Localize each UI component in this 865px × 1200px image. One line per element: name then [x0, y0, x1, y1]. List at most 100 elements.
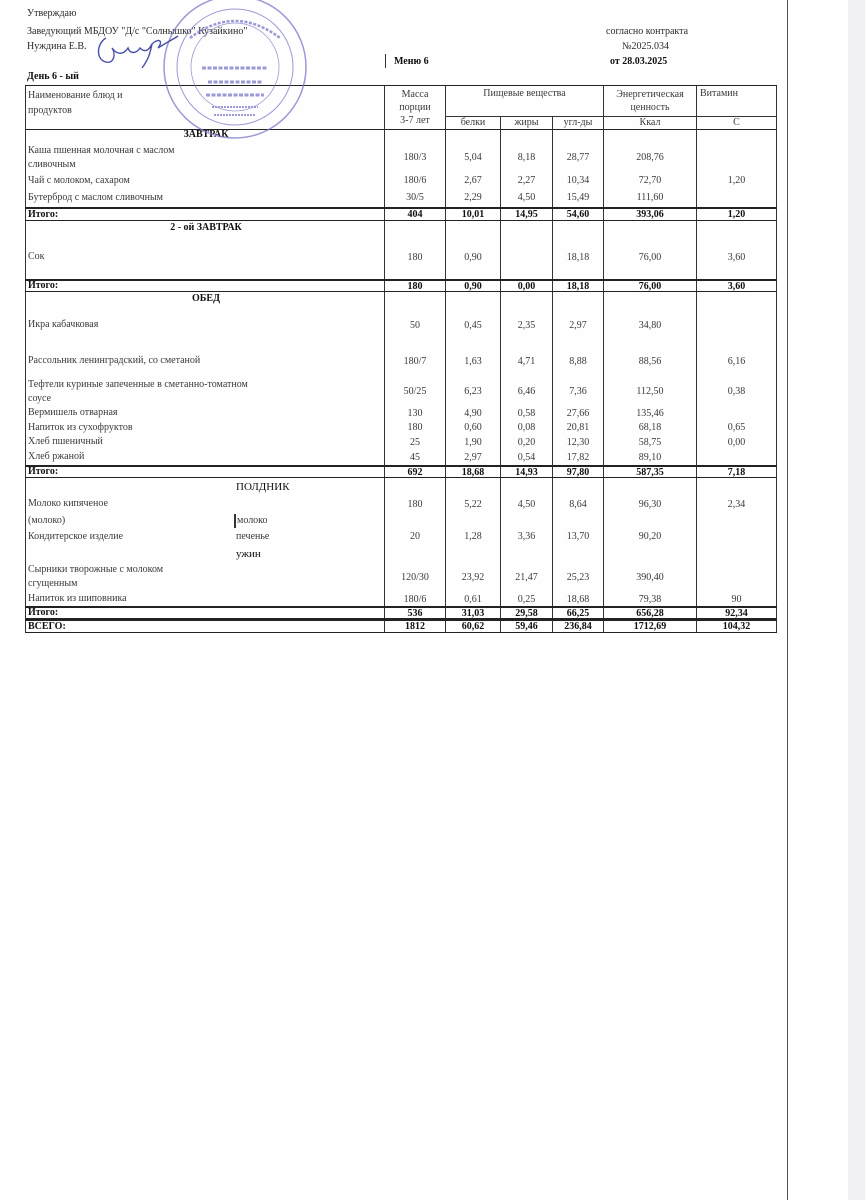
carbs-value: 97,80 [553, 467, 604, 477]
dish-name-text: Напиток из сухофруктов [28, 421, 133, 433]
protein-value: 5,22 [446, 495, 501, 513]
divider [385, 54, 386, 68]
dish-name-text: Икра кабачковая [28, 319, 99, 330]
table-row: Сырники творожные с молоком сгущенным 120… [25, 562, 777, 592]
fat-value: 59,46 [501, 621, 553, 632]
col-fat: жиры [501, 117, 553, 129]
carbs-value: 18,18 [553, 281, 604, 291]
table-row: Напиток из сухофруктов 180 0,60 0,08 20,81 68… [25, 420, 777, 435]
table-row: Кондитерское изделие печенье 20 1,28 3,36 13,… [25, 528, 777, 545]
dish-name: Вермишель отварная [25, 406, 385, 420]
carbs-value: 18,18 [553, 235, 604, 279]
dish-name-text: Хлеб пшеничный [28, 436, 103, 447]
fat-value: 14,95 [501, 209, 553, 220]
mass-value [385, 292, 446, 305]
carbs-value [553, 128, 604, 142]
dish-name-text: Итого: [28, 209, 59, 220]
mass-value: 30/5 [385, 188, 446, 207]
table-row: (молоко) молоко [25, 513, 777, 528]
mass-value: 692 [385, 467, 446, 477]
table-header: Наименование блюд и продуктов Масса порц… [25, 85, 777, 130]
total-row: Итого: 692 18,68 14,93 97,80 587,35 7,18 [25, 465, 777, 478]
vitamin-c-value: 92,34 [697, 608, 777, 618]
vitamin-c-value: 90 [697, 592, 777, 606]
mass-value [385, 513, 446, 528]
menu-title: Меню 6 [394, 56, 429, 67]
mass-value: 180 [385, 281, 446, 291]
kcal-value: 656,28 [604, 608, 697, 618]
dish-name: Хлеб ржаной [25, 449, 385, 465]
carbs-value [553, 478, 604, 495]
dish-name: Итого: [25, 608, 385, 618]
carbs-value: 66,25 [553, 608, 604, 618]
table-row: Чай с молоком, сахаром 180/6 2,67 2,27 10,34… [25, 173, 777, 188]
contract-date: от 28.03.2025 [610, 56, 668, 67]
fat-value [501, 235, 553, 279]
dish-name-text: ОБЕД [192, 292, 220, 304]
carbs-value: 7,36 [553, 377, 604, 406]
vitamin-c-value [697, 513, 777, 528]
table-row: Каша пшенная молочная с маслом сливочным… [25, 142, 777, 173]
head-name: Нуждина Е.В. [27, 41, 87, 52]
protein-value: 10,01 [446, 209, 501, 220]
vitamin-c-value: 3,60 [697, 281, 777, 291]
vitamin-c-value [697, 142, 777, 173]
contract-label: согласно контракта [606, 26, 689, 37]
carbs-value [553, 545, 604, 562]
mass-value: 50/25 [385, 377, 446, 406]
dish-name: Чай с молоком, сахаром [25, 173, 385, 188]
protein-value [446, 478, 501, 495]
fat-value: 0,20 [501, 435, 553, 449]
col-kcal: Ккал [604, 117, 697, 129]
fat-value: 2,27 [501, 173, 553, 188]
dish-name-text: ЗАВТРАК [183, 129, 229, 140]
dish-name-text: Чай с молоком, сахаром [28, 174, 130, 186]
dish-name-text: Сок [28, 251, 45, 262]
protein-value: 1,90 [446, 435, 501, 449]
dish-name-text: Сырники творожные с молоком сгущенным [28, 564, 164, 589]
table-row: Хлеб пшеничный 25 1,90 0,20 12,30 58,75 0,00 [25, 435, 777, 449]
carbs-value: 15,49 [553, 188, 604, 207]
dish-note: печенье [236, 530, 270, 542]
carbs-value: 2,97 [553, 305, 604, 345]
vitamin-c-value [697, 188, 777, 207]
fat-value [501, 128, 553, 142]
protein-value: 0,90 [446, 235, 501, 279]
kcal-value: 88,56 [604, 345, 697, 377]
protein-value: 23,92 [446, 562, 501, 592]
carbs-value [553, 221, 604, 235]
carbs-value: 8,64 [553, 495, 604, 513]
mass-value: 180 [385, 495, 446, 513]
dish-name: Итого: [25, 209, 385, 220]
vitamin-c-value [697, 128, 777, 142]
fat-value: 0,58 [501, 406, 553, 420]
dish-name: Итого: [25, 467, 385, 477]
table-row: Бутерброд с маслом сливочным 30/5 2,29 4,50… [25, 188, 777, 207]
kcal-value: 1712,69 [604, 621, 697, 632]
protein-value: 0,60 [446, 420, 501, 435]
mass-value: 180 [385, 420, 446, 435]
vitamin-c-value [697, 545, 777, 562]
protein-value: 6,23 [446, 377, 501, 406]
fat-value [501, 478, 553, 495]
mass-value: 50 [385, 305, 446, 345]
dish-name-text: Хлеб ржаной [28, 451, 85, 462]
section-title: ОБЕД [25, 292, 385, 305]
protein-value: 31,03 [446, 608, 501, 618]
mass-value: 404 [385, 209, 446, 220]
section-row: ЗАВТРАК [25, 128, 777, 142]
fat-value: 6,46 [501, 377, 553, 406]
fat-value: 0,00 [501, 281, 553, 291]
kcal-value: 587,35 [604, 467, 697, 477]
kcal-value: 76,00 [604, 281, 697, 291]
mass-value: 130 [385, 406, 446, 420]
kcal-value: 90,20 [604, 528, 697, 545]
dish-name: Тефтели куриные запеченные в сметанно-то… [25, 377, 385, 406]
protein-value: 1,28 [446, 528, 501, 545]
mass-value: 20 [385, 528, 446, 545]
vitamin-c-value [697, 449, 777, 465]
kcal-value: 68,18 [604, 420, 697, 435]
day-title: День 6 - ый [27, 71, 79, 82]
carbs-value: 54,60 [553, 209, 604, 220]
dish-name: ВСЕГО: [25, 621, 385, 632]
